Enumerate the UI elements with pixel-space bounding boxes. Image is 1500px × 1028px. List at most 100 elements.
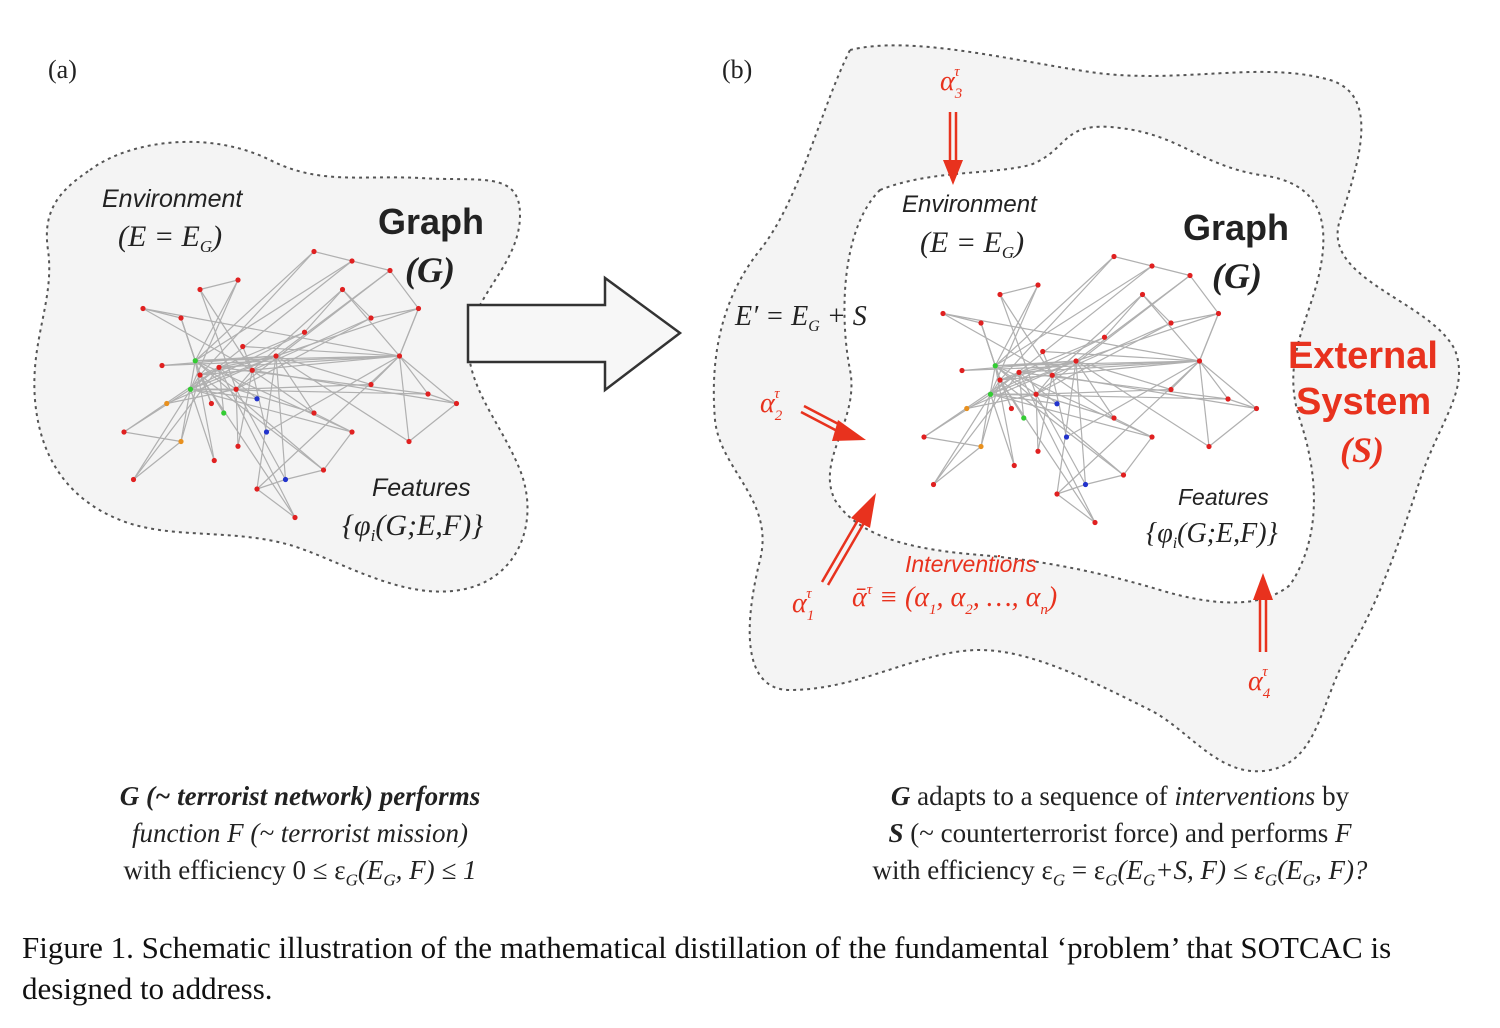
alpha-4-arrow [1253, 573, 1273, 652]
network-node [349, 258, 355, 264]
network-node [320, 467, 327, 473]
network-edge [199, 251, 315, 376]
external-system-label-1: External [1288, 335, 1438, 377]
network-node [1073, 358, 1079, 364]
network-edge [194, 251, 315, 362]
alpha-2-arrow [800, 404, 866, 441]
network-edge [194, 360, 324, 471]
panel-b-caption-line-3: with efficiency εG = εG(EG+S, F) ≤ εG(EG… [872, 855, 1368, 890]
network-edge [1199, 360, 1257, 409]
network-edge [235, 317, 372, 390]
network-edge [199, 355, 400, 376]
network-node [1054, 491, 1060, 497]
network-node [263, 429, 270, 435]
network-edge [1056, 360, 1200, 495]
network-edge [1170, 360, 1200, 390]
network-node [396, 353, 403, 359]
network-node [140, 305, 146, 312]
network-edge [275, 355, 315, 414]
network-b [921, 253, 1260, 526]
panel-a-caption: G (~ terrorist network) performs functio… [60, 778, 540, 898]
network-edge [399, 355, 457, 404]
network-node [301, 329, 308, 335]
external-system-label-2: System [1296, 381, 1431, 423]
network-node [997, 291, 1003, 298]
network-edge [285, 469, 324, 481]
network-edge [275, 355, 410, 443]
network-edge [199, 289, 237, 390]
network-edge [1051, 374, 1115, 419]
network-edge [252, 369, 457, 405]
network-edge [1035, 393, 1087, 485]
network-edge [133, 367, 220, 480]
network-edge [218, 331, 305, 368]
network-edge [999, 294, 1053, 376]
network-node [1139, 291, 1146, 298]
network-node [940, 310, 946, 317]
network-edge [942, 312, 1053, 376]
network-node [1021, 415, 1027, 421]
network-node [1149, 263, 1155, 269]
network-edge [370, 307, 419, 319]
network-edge [1227, 398, 1257, 410]
network-node [415, 305, 422, 312]
panel-a-graph-title: Graph [378, 201, 484, 242]
network-node [197, 372, 203, 378]
network-edge [1036, 388, 1172, 395]
panel-a-blob [33, 140, 529, 593]
panel-a-environment-formula: (E = EG) [118, 220, 222, 256]
network-node [921, 434, 927, 440]
interventions-formula: ᾱτ ≡ (α1, α2, …, αn) [852, 582, 1057, 618]
network-edge [370, 355, 400, 385]
network-node [197, 286, 203, 293]
network-edge [1142, 294, 1200, 362]
network-node [121, 429, 127, 435]
network-edge [189, 389, 215, 461]
network-edge [199, 289, 253, 371]
network-node [164, 400, 170, 407]
network-edge [923, 436, 982, 448]
network-node [453, 400, 460, 407]
network-edge [1035, 322, 1172, 395]
network-node [987, 391, 994, 397]
network-node [406, 438, 412, 445]
network-edge [142, 307, 253, 371]
network-node [1008, 405, 1015, 412]
network-edge [123, 388, 191, 433]
panel-b-graph-title: Graph [1183, 207, 1289, 248]
network-edge [398, 308, 420, 357]
alpha-4-label: α4τ [1248, 664, 1271, 702]
network-node [178, 438, 184, 445]
network-node [254, 396, 260, 402]
network-edge [266, 355, 400, 433]
network-edge [133, 441, 182, 480]
network-edge [933, 372, 1020, 485]
panel-b-features-label: Features [1178, 484, 1269, 510]
network-edge [194, 279, 239, 362]
network-edge [1104, 294, 1143, 338]
network-edge [142, 307, 182, 319]
network-node [1111, 415, 1117, 421]
network-edge [242, 345, 400, 357]
network-edge [1113, 255, 1153, 267]
network-node [254, 486, 260, 492]
network-edge [194, 360, 237, 390]
network-edge [194, 260, 353, 362]
network-edge [999, 284, 1039, 296]
network-node [1092, 519, 1098, 526]
network-edge [1199, 360, 1229, 400]
panel-a-environment-label: Environment [102, 185, 243, 213]
network-edge [994, 365, 1124, 476]
network-node [368, 315, 374, 321]
network-edge [180, 360, 196, 442]
alpha-3-arrow [943, 112, 963, 185]
panel-b-environment-label: Environment [902, 191, 1038, 218]
network-edge [999, 379, 1096, 523]
network-edge [1189, 275, 1219, 314]
network-edge [1075, 360, 1172, 391]
network-edge [932, 379, 1001, 485]
network-node [1187, 272, 1193, 279]
network-node [349, 429, 355, 435]
network-edge [408, 403, 457, 442]
panel-a-features-formula: {φi(G;E,F)} [342, 509, 483, 545]
